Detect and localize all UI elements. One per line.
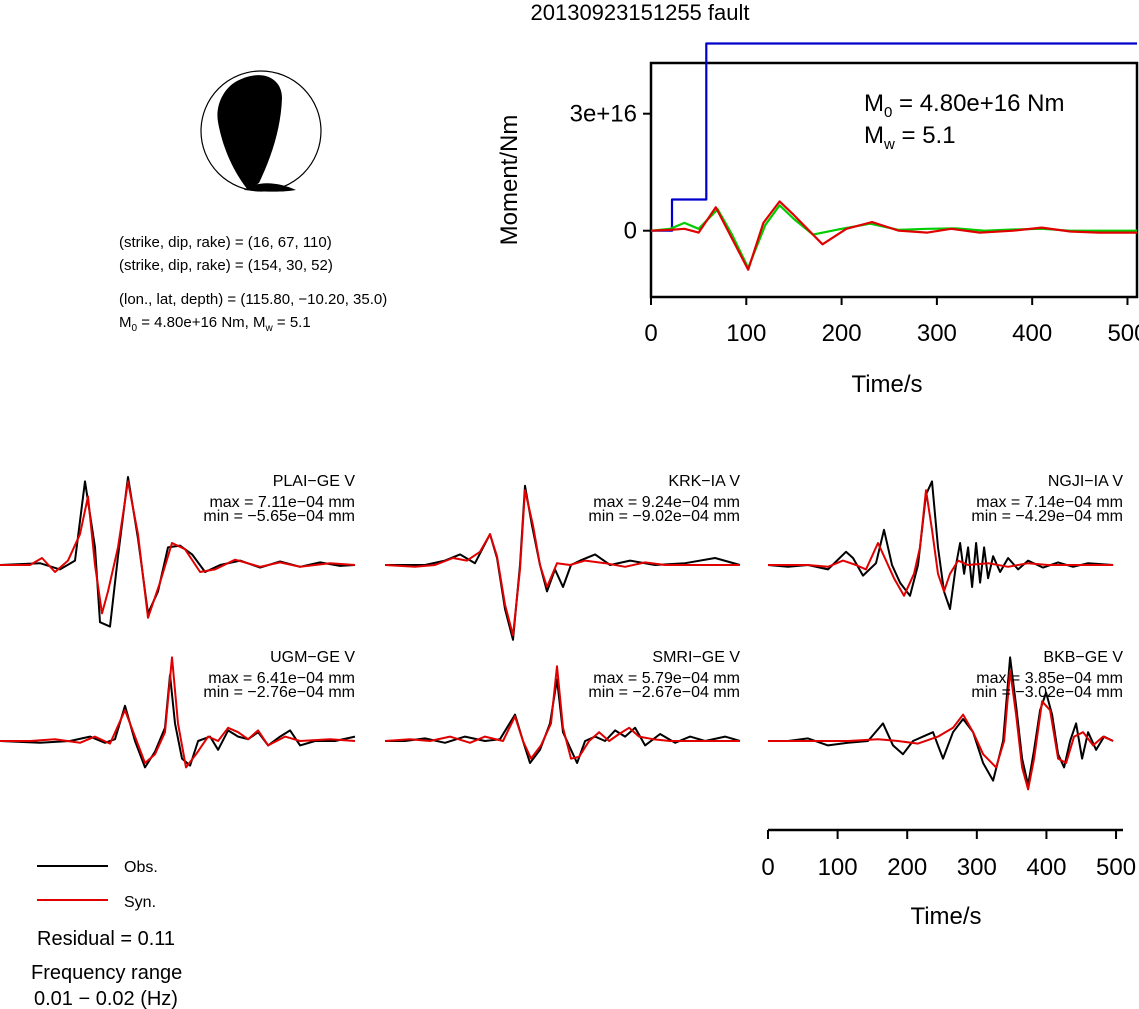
legend-syn-label: Syn. [124,894,156,911]
waveform-xtick-label: 200 [887,854,927,881]
synthetic-trace [384,489,740,637]
station-max: max = 7.11e−04 mm [209,494,355,511]
moment-mw-value: 5.1 [922,122,955,149]
station-max: max = 5.79e−04 mm [593,670,740,687]
synthetic-trace [768,669,1114,791]
waveform-xtick-label: 400 [1026,854,1066,881]
station-name: SMRI−GE V [652,649,740,666]
moment-m0-value: 4.80e+16 Nm [920,90,1065,117]
moment-xtick-label: 300 [917,320,957,347]
waveform-time-axis: 0 100 200 300 400 500 [761,828,1136,881]
station-max: max = 6.41e−04 mm [208,670,355,687]
waveform-xtick-label: 300 [957,854,997,881]
nodal-plane-1: (strike, dip, rake) = (16, 67, 110) [119,234,332,251]
moment-series-2 [650,200,1137,271]
moment-line-m0: 4.80e+16 Nm [154,314,244,331]
synthetic-trace [384,665,740,760]
station-min: min = −2.67e−04 mm [588,684,740,701]
station-min: min = −3.02e−04 mm [971,684,1123,701]
nodal-plane-2: (strike, dip, rake) = (154, 30, 52) [119,257,333,274]
moment-xtick-label: 0 [644,320,657,347]
residual-text: Residual = 0.11 [37,928,175,950]
station-name: BKB−GE V [1043,649,1123,666]
moment-series-1 [650,204,1137,269]
synthetic-trace [768,489,1114,597]
moment-xtick-label: 200 [822,320,862,347]
station-name: KRK−IA V [668,473,740,490]
beachball [200,70,322,192]
moment-ylabel: Moment/Nm [496,115,523,246]
location-line: (lon., lat, depth) = (115.80, −10.20, 35… [119,291,387,308]
frequency-value: 0.01 − 0.02 (Hz) [34,988,178,1009]
waveform-xtick-label: 500 [1096,854,1136,881]
moment-ytick-label: 0 [624,218,637,245]
mechanism-info: (strike, dip, rake) = (16, 67, 110) (str… [119,234,387,334]
station-max: max = 9.24e−04 mm [593,494,740,511]
station-min: min = −5.65e−04 mm [203,508,355,525]
moment-xlabel: Time/s [851,371,922,398]
waveform-xtick-label: 100 [818,854,858,881]
moment-xtick-label: 500 [1107,320,1139,347]
station-name: NGJI−IA V [1048,473,1123,490]
legend: Obs. Syn. [37,859,158,911]
moment-ytick-label: 3e+16 [570,101,637,128]
waveform-xtick-label: 0 [761,854,774,881]
station-name: UGM−GE V [270,649,355,666]
station-min: min = −9.02e−04 mm [588,508,740,525]
moment-xtick-label: 100 [726,320,766,347]
station-min: min = −2.76e−04 mm [203,684,355,701]
frequency-label: Frequency range [31,962,182,984]
waveform-xlabel: Time/s [910,903,981,930]
moment-series-group [650,42,1137,271]
moment-m0-annotation: M0 = 4.80e+16 Nm [864,90,1064,121]
moment-xtick-label: 400 [1012,320,1052,347]
moment-line-mw: 5.1 [290,314,311,331]
page-title: 20130923151255 fault [531,0,750,25]
moment-line: M0 = 4.80e+16 Nm, Mw = 5.1 [119,314,311,334]
station-max: max = 7.14e−04 mm [976,494,1123,511]
station-max: max = 3.85e−04 mm [976,670,1123,687]
synthetic-trace [0,656,356,769]
legend-obs-label: Obs. [124,859,158,876]
moment-chart: 010020030040050003e+16 M0 = 4.80e+16 Nm … [496,42,1139,398]
synthetic-trace [0,480,356,619]
moment-axes: 0 100 200 300 400 500 0 3e+16 [570,101,1139,347]
station-min: min = −4.29e−04 mm [971,508,1123,525]
moment-mw-annotation: Mw = 5.1 [864,122,956,153]
station-name: PLAI−GE V [273,473,356,490]
